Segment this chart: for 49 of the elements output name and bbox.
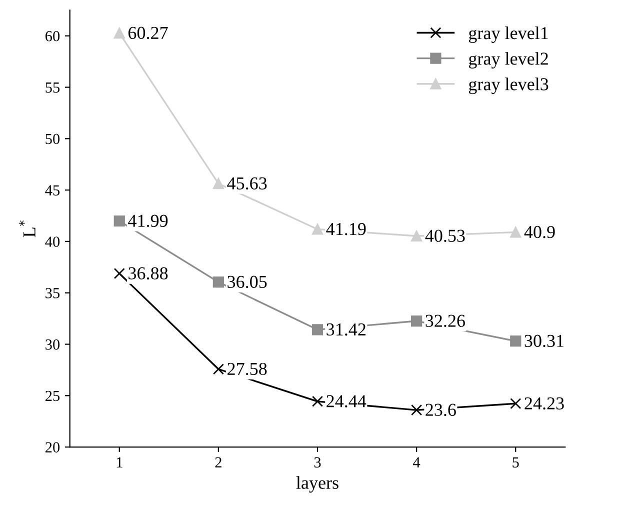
x-axis-title: layers xyxy=(296,476,338,493)
point xyxy=(411,230,422,242)
legend-label: gray level3 xyxy=(468,78,548,94)
data-label: 24.44 xyxy=(326,395,366,408)
point xyxy=(312,396,324,407)
data-label: 23.6 xyxy=(426,404,456,416)
point xyxy=(510,398,522,410)
data-label: 31.42 xyxy=(326,323,366,336)
point xyxy=(212,178,224,190)
y-tick-label: 50 xyxy=(46,134,60,144)
point xyxy=(411,315,422,327)
y-tick-label: 35 xyxy=(46,288,60,298)
data-label: 40.53 xyxy=(425,230,465,242)
point xyxy=(510,336,522,347)
y-tick-label: 20 xyxy=(46,442,60,452)
point xyxy=(312,324,324,336)
data-label: 36.88 xyxy=(128,267,168,280)
data-label: 40.9 xyxy=(524,226,555,238)
point xyxy=(114,215,125,227)
y-tick-label: 55 xyxy=(46,82,60,93)
point xyxy=(312,224,324,235)
x-tick-label: 1 xyxy=(116,457,122,468)
point xyxy=(411,404,422,416)
data-label: 41.99 xyxy=(128,214,168,227)
legend-label: gray level2 xyxy=(468,52,548,69)
y-axis-title: L$^{*}$ xyxy=(19,220,36,238)
point xyxy=(212,276,224,288)
data-label: 45.63 xyxy=(227,177,267,190)
legend-label: gray level1 xyxy=(468,26,548,43)
point xyxy=(114,268,125,280)
data-label: 24.23 xyxy=(524,397,564,410)
x-tick-label: 2 xyxy=(215,457,222,468)
data-label: 60.27 xyxy=(128,26,168,40)
data-label: 27.58 xyxy=(228,362,267,376)
point xyxy=(212,364,224,375)
data-label: 32.26 xyxy=(426,314,465,327)
x-tick-label: 3 xyxy=(314,457,321,468)
y-tick-label: 40 xyxy=(45,236,60,247)
y-tick-label: 25 xyxy=(46,390,60,402)
point xyxy=(114,28,125,39)
y-tick-label: 60 xyxy=(46,31,60,42)
y-tick-label: 30 xyxy=(46,339,60,350)
y-tick-label: 45 xyxy=(45,185,60,196)
x-tick-label: 4 xyxy=(413,457,420,468)
data-label: 30.31 xyxy=(524,334,564,348)
x-tick-label: 5 xyxy=(512,457,519,468)
point xyxy=(510,226,522,238)
data-label: 36.05 xyxy=(228,276,267,288)
data-label: 41.19 xyxy=(326,222,366,236)
